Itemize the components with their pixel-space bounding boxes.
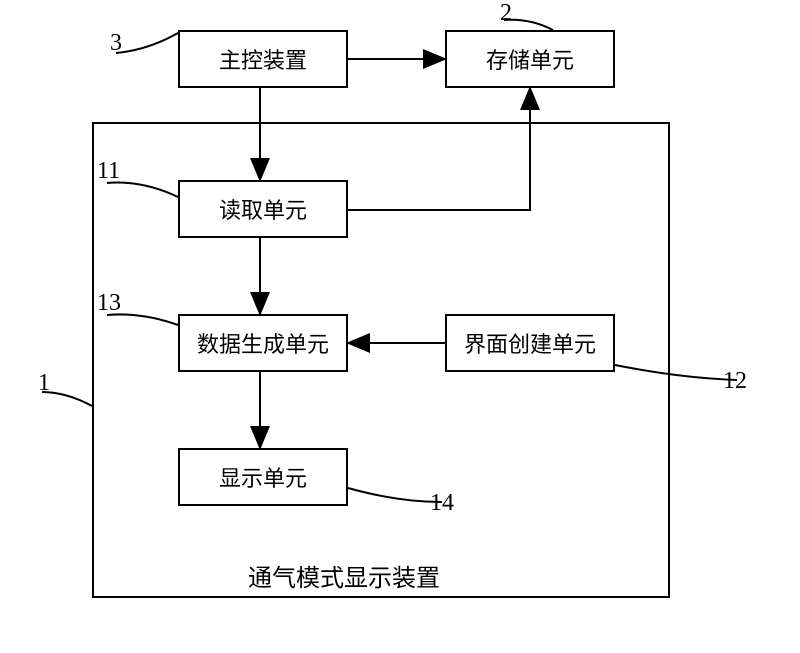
callout-label-14: 14 — [430, 490, 454, 517]
node-main_control: 主控装置 — [178, 30, 348, 88]
container-label: 通气模式显示装置 — [248, 558, 440, 593]
node-ui_create: 界面创建单元 — [445, 314, 615, 372]
callout-label-2: 2 — [500, 0, 512, 27]
node-read_unit: 读取单元 — [178, 180, 348, 238]
node-display_unit: 显示单元 — [178, 448, 348, 506]
node-label: 存储单元 — [486, 43, 574, 75]
callout-label-3: 3 — [110, 30, 122, 57]
node-label: 主控装置 — [219, 43, 307, 75]
node-storage: 存储单元 — [445, 30, 615, 88]
node-label: 显示单元 — [219, 461, 307, 493]
callout-leader — [116, 33, 178, 53]
callout-label-11: 11 — [97, 158, 120, 185]
node-data_gen: 数据生成单元 — [178, 314, 348, 372]
callout-label-12: 12 — [723, 368, 747, 395]
node-label: 数据生成单元 — [197, 327, 329, 359]
node-label: 界面创建单元 — [464, 327, 596, 359]
callout-label-1: 1 — [38, 370, 50, 397]
node-label: 读取单元 — [219, 193, 307, 225]
callout-label-13: 13 — [97, 290, 121, 317]
